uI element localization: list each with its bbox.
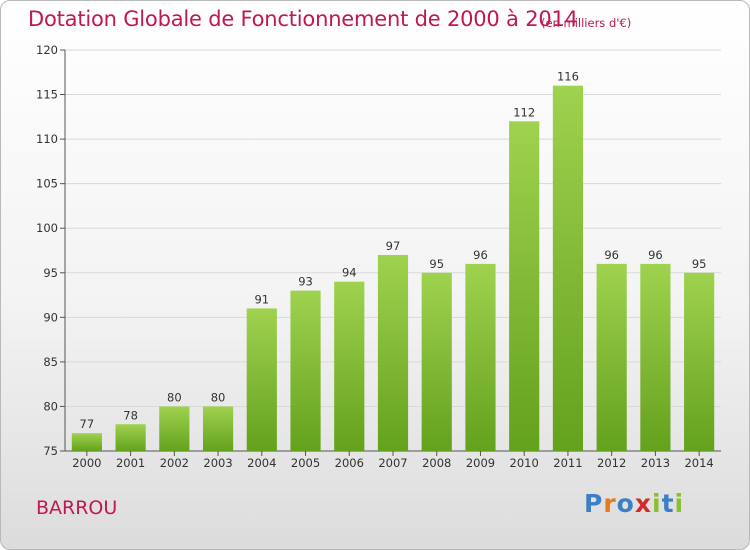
x-tick-label: 2005 [291,456,320,470]
y-tick-label: 95 [43,266,58,280]
data-label: 94 [342,266,357,280]
bar [509,121,540,452]
y-tick-label: 90 [43,310,58,324]
y-tick-label: 100 [36,221,58,235]
x-tick-label: 2010 [510,456,539,470]
data-label: 95 [692,257,707,271]
y-tick-label: 85 [43,355,58,369]
bar [684,272,715,451]
logo-letter: o [616,489,635,518]
x-tick-label: 2009 [466,456,495,470]
logo-letter: P [584,489,604,518]
bar [377,254,409,451]
logo-letter: x [634,489,652,518]
bar [596,263,627,451]
data-label: 97 [386,239,401,253]
y-tick-label: 110 [36,132,58,146]
data-label: 78 [123,408,138,422]
commune-name: BARROU [36,497,118,519]
data-label: 77 [80,417,95,431]
bar [290,290,321,451]
logo-letter: t [661,489,675,518]
unit-label: (en milliers d'€) [541,16,632,30]
bar [334,281,365,451]
x-tick-label: 2014 [684,456,713,470]
chart-title: Dotation Globale de Fonctionnement de 20… [28,7,578,31]
data-label: 91 [254,292,269,306]
x-tick-label: 2013 [641,456,670,470]
bar [640,263,671,451]
x-tick-label: 2003 [203,456,232,470]
x-tick-label: 2004 [247,456,276,470]
y-tick-label: 105 [36,177,58,191]
bar [421,272,452,451]
y-tick-label: 120 [36,43,58,57]
data-label: 80 [167,390,182,404]
axes: 75 80 85 90 95 100 105 110 115 120 2000 2001 2002 200… [36,43,721,470]
data-label: 93 [298,275,313,289]
y-tick-label: 115 [36,88,58,102]
y-tick-label: 75 [43,444,58,458]
bar [159,406,190,451]
bar [202,406,234,451]
bar [71,433,102,451]
data-label: 80 [211,390,226,404]
proxiti-logo: Proxiti [584,489,684,518]
data-label: 112 [513,105,535,119]
x-tick-label: 2011 [553,456,582,470]
data-label: 96 [473,248,488,262]
x-tick-label: 2007 [378,456,407,470]
logo-letter: r [603,489,617,518]
x-tick-label: 2012 [597,456,626,470]
data-label: 96 [648,248,663,262]
x-tick-label: 2001 [116,456,145,470]
x-tick-label: 2000 [72,456,101,470]
data-label: 95 [429,257,444,271]
bar [246,308,277,451]
data-label: 96 [604,248,619,262]
y-tick-label: 80 [43,399,58,413]
bar [115,424,146,451]
x-tick-label: 2006 [335,456,364,470]
bar [465,263,496,451]
data-label: 116 [557,70,579,84]
data-labels: 77 78 80 80 91 93 94 97 95 96 112 116 96 96 95 [80,70,707,432]
bar [552,85,584,452]
x-tick-label: 2008 [422,456,451,470]
bars [71,85,715,452]
logo-letter: i [652,489,662,518]
logo-letter: i [674,489,685,518]
x-tick-label: 2002 [160,456,189,470]
